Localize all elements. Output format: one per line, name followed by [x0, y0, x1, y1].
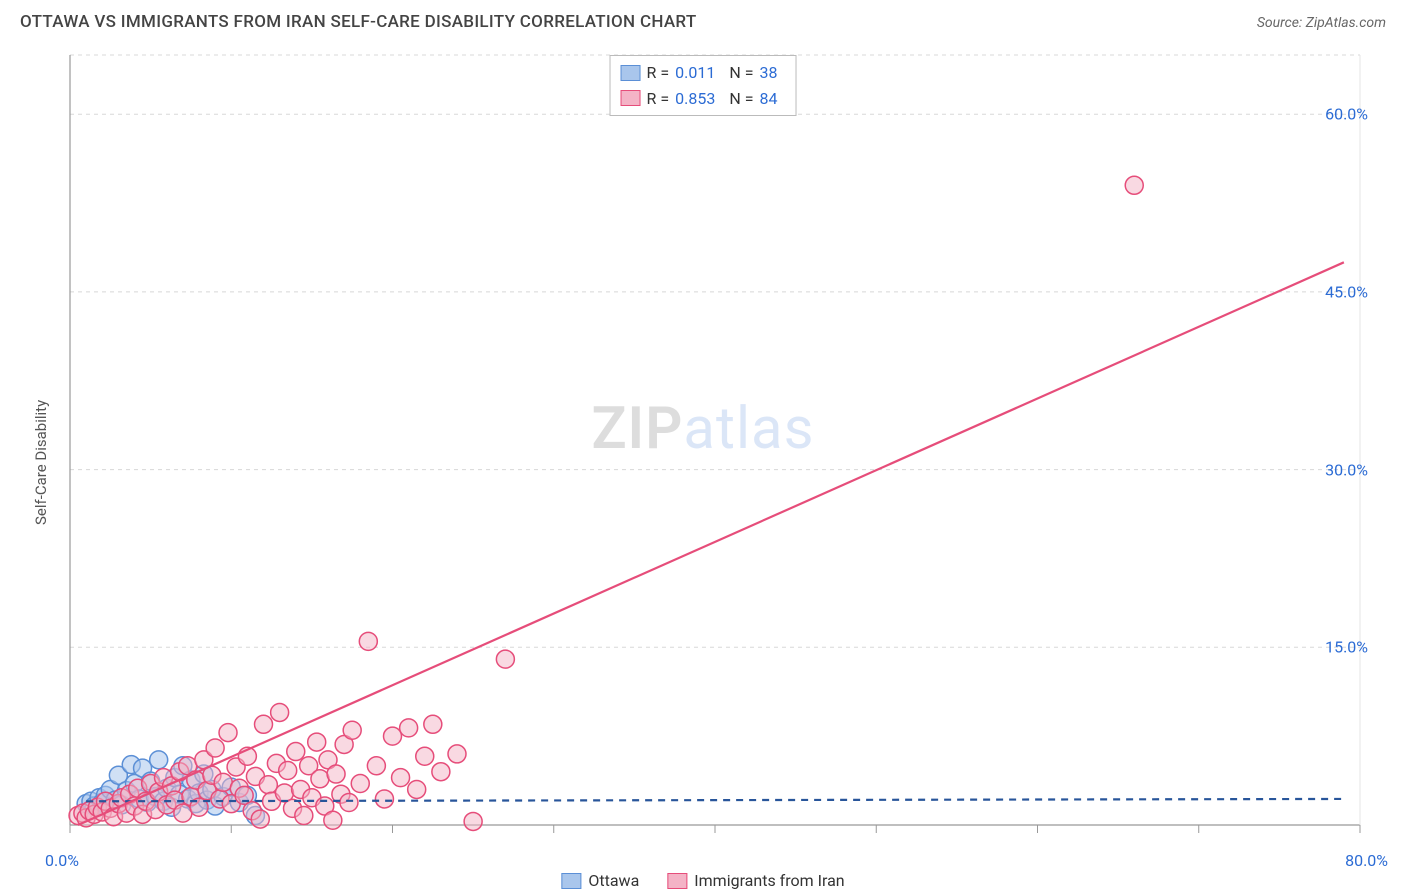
- x-axis-min-label: 0.0%: [45, 851, 79, 870]
- legend-swatch-ottawa: [561, 873, 581, 889]
- chart-source: Source: ZipAtlas.com: [1257, 15, 1386, 31]
- stat-n-label: N =: [729, 60, 753, 86]
- x-axis-max-label: 80.0%: [1345, 851, 1388, 870]
- bottom-legend: Ottawa Immigrants from Iran: [561, 871, 844, 890]
- stat-n-label: N =: [729, 86, 753, 112]
- stat-r-label: R =: [647, 86, 670, 112]
- y-axis-label: Self-Care Disability: [32, 400, 50, 525]
- y-tick-label: 45.0%: [1325, 282, 1368, 301]
- legend-item-ottawa: Ottawa: [561, 871, 639, 890]
- y-tick-label: 15.0%: [1325, 638, 1368, 657]
- legend-swatch-iran: [667, 873, 687, 889]
- y-tick-label: 30.0%: [1325, 460, 1368, 479]
- stat-r-label: R =: [647, 60, 670, 86]
- chart-title: OTTAWA VS IMMIGRANTS FROM IRAN SELF-CARE…: [20, 12, 697, 32]
- chart-area: Self-Care Disability 15.0% 30.0% 45.0% 60.0…: [20, 45, 1386, 882]
- legend-item-iran: Immigrants from Iran: [667, 871, 844, 890]
- stats-row-iran: R = 0.853 N = 84: [621, 86, 786, 112]
- chart-header: OTTAWA VS IMMIGRANTS FROM IRAN SELF-CARE…: [0, 0, 1406, 36]
- swatch-iran: [621, 90, 641, 106]
- stats-row-ottawa: R = 0.011 N = 38: [621, 60, 786, 86]
- stats-legend-box: R = 0.011 N = 38 R = 0.853 N = 84: [610, 55, 797, 116]
- legend-label-ottawa: Ottawa: [588, 871, 639, 890]
- stat-r-ottawa: 0.011: [675, 60, 715, 86]
- y-tick-label: 60.0%: [1325, 105, 1368, 124]
- stat-r-iran: 0.853: [675, 86, 715, 112]
- swatch-ottawa: [621, 65, 641, 81]
- stat-n-iran: 84: [759, 86, 777, 112]
- legend-label-iran: Immigrants from Iran: [694, 871, 844, 890]
- stat-n-ottawa: 38: [759, 60, 777, 86]
- scatter-plot-svg: [20, 45, 1380, 875]
